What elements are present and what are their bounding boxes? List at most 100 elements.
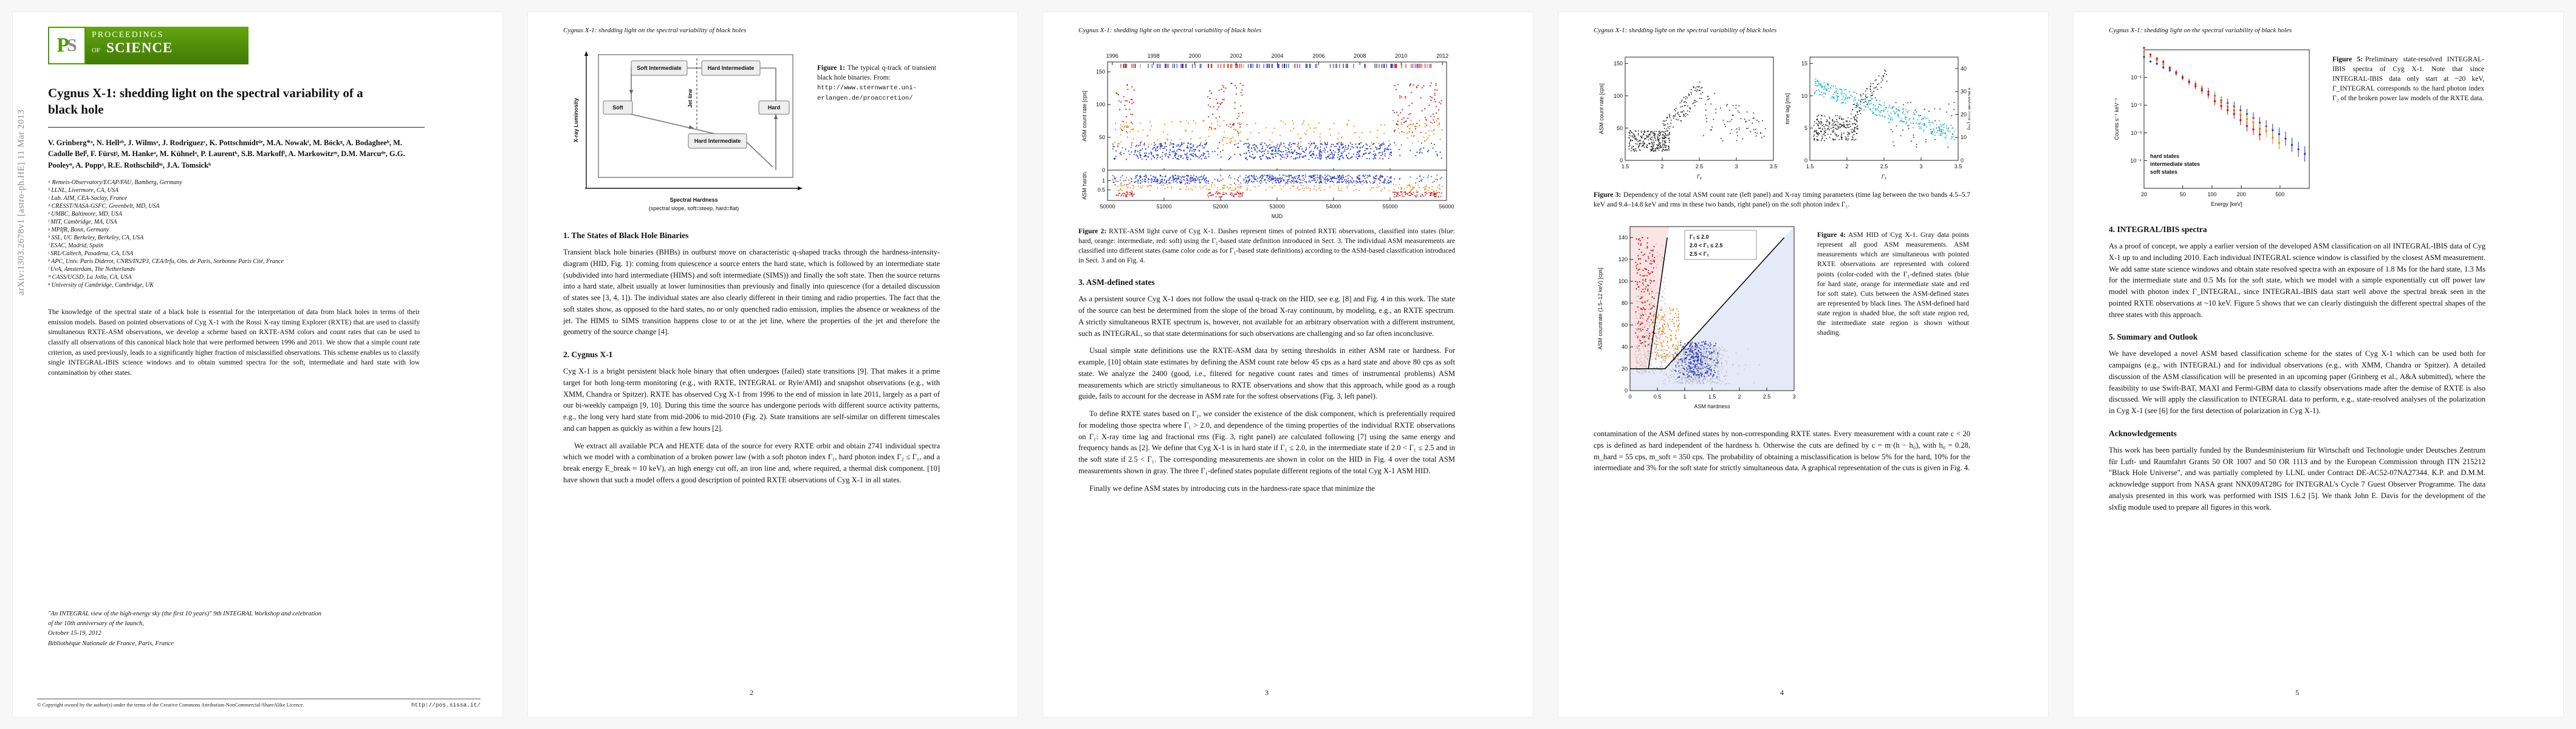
svg-text:2: 2 [1660,163,1663,169]
pos-banner-line3: SCIENCE [106,40,173,55]
pos-logo-p: P [57,34,70,56]
pos-banner-text: PROCEEDINGS OF SCIENCE [86,27,248,64]
svg-text:Hard Intermediate: Hard Intermediate [694,138,741,144]
page-5: Cygnus X-1: shedding light on the spectr… [2073,12,2564,717]
figure-1-caption: Figure 1: The typical q-track of transien… [817,63,936,219]
figure-4-caption: Figure 4: ASM HID of Cyg X-1. Gray data p… [1817,230,1969,419]
section-2-paragraph-2: We extract all available PCA and HEXTE d… [563,441,940,484]
conference-note-line: October 15-19, 2012 [48,630,101,637]
svg-text:53000: 53000 [1269,204,1284,210]
svg-text:ASM count rate [cps]: ASM count rate [cps] [1598,83,1605,134]
svg-text:2008: 2008 [1354,53,1366,59]
svg-text:52000: 52000 [1213,204,1228,210]
section-3-paragraph-1: As a persistent source Cyg X-1 does not … [1078,295,1455,338]
affiliation-item: ⁱ ESAC, Madrid, Spain [48,242,103,249]
svg-text:50: 50 [1099,134,1105,140]
svg-text:100: 100 [1096,101,1105,108]
section-5-paragraph: We have developed a novel ASM based clas… [2109,349,2485,415]
svg-text:0.5: 0.5 [1654,394,1662,400]
svg-text:40: 40 [1961,66,1967,72]
svg-text:0: 0 [1804,157,1807,163]
figure2-asm-lightcurve: 1996 1998 2000 2002 2004 2006 2008 2010 20125000… [1081,53,1454,219]
acknowledgements-title: Acknowledgements [2109,428,2177,438]
section-3-paragraph-2: Usual simple state definitions use the R… [1078,346,1455,401]
figure-1-label: Figure 1: [817,64,845,72]
affiliation-item: ᵏ APC, Univ. Paris Diderot, CNRS/IN2P3, … [48,258,284,265]
svg-text:ASM count rate [cps]: ASM count rate [cps] [1081,91,1088,142]
running-header: Cygnus X-1: shedding light on the spectr… [563,27,747,34]
section-1-paragraph: Transient black hole binaries (BHBs) in … [563,248,940,337]
figure-3-caption-text: Dependency of the total ASM count rate (… [1594,191,1970,209]
svg-text:2006: 2006 [1312,53,1324,59]
svg-text:Γ₁: Γ₁ [1697,174,1702,180]
pos-url-link[interactable]: http://pos.sissa.it/ [411,702,481,708]
section-5-title: 5. Summary and Outlook [2109,332,2198,342]
figure1-qtrack-schematic: X-ray Luminosity Spectral Hardness (spectr… [573,51,803,211]
affiliation-item: ʰ SSL, UC Berkeley, Berkeley, CA, USA [48,234,144,241]
svg-text:56000: 56000 [1439,204,1454,210]
paper-title: Cygnus X-1: shedding light on the spectr… [48,86,363,117]
figure-1-caption-text: The typical q-track of transient black h… [817,64,936,82]
affiliation-item: ᵍ MPIfR, Bonn, Germany [48,226,109,233]
svg-text:(spectral slope, soft=steep, h: (spectral slope, soft=steep, hard=flat) [649,205,739,211]
svg-text:0: 0 [1961,157,1964,163]
svg-text:0.5: 0.5 [1097,187,1105,193]
svg-text:ASM hardness: ASM hardness [1694,403,1730,409]
page-number: 5 [2295,688,2299,697]
svg-text:1: 1 [1102,177,1105,183]
svg-text:50: 50 [1617,125,1623,131]
svg-text:Hard Intermediate: Hard Intermediate [708,65,755,71]
svg-text:20: 20 [1961,111,1967,117]
svg-text:1: 1 [1683,394,1686,400]
figure-1-url-link[interactable]: http://www.sternwarte.uni-erlangen.de/pr… [817,84,917,102]
svg-text:Γ₁: Γ₁ [1882,174,1886,180]
svg-text:55000: 55000 [1382,204,1397,210]
svg-text:0: 0 [1628,394,1631,400]
svg-text:0: 0 [1625,388,1628,394]
figure-4-block: 0 0.5 1 1.5 2 2.5 3 ASM hardness 0 20 40 60 80 100 120… [1594,218,1970,419]
affiliation-item: ˡ UvA, Amsterdam, The Netherlands [48,265,135,273]
svg-text:0: 0 [1102,167,1105,173]
svg-text:1998: 1998 [1148,53,1160,59]
pos-banner-line2: OF [92,47,101,54]
svg-text:fractional rms [%]: fractional rms [%] [1967,87,1970,130]
svg-text:3: 3 [1735,163,1738,169]
affiliation-item: ᵉ UMBC, Baltimore, MD, USA [48,210,122,217]
pos-logo-s: S [67,35,77,55]
svg-text:10: 10 [1961,134,1967,140]
author-list: V. Grinberg*ᵃ, N. Hellᵃᵇ, J. Wilmsᵃ, J. … [48,138,405,170]
affiliation-item: ᶜ Lab. AIM, CEA-Saclay, France [48,194,128,202]
svg-text:2010: 2010 [1395,53,1407,59]
svg-text:2002: 2002 [1230,53,1242,59]
svg-text:15: 15 [1801,61,1807,67]
figure-5-block: 20 50 100 200 500 Energy [keV] 10⁻¹ 10⁻² 10⁻³ 10⁻… [2109,43,2485,213]
figure-2-caption: Figure 2: RXTE-ASM light curve of Cyg X-1… [1078,227,1455,265]
running-header: Cygnus X-1: shedding light on the spectr… [1078,27,1262,34]
svg-text:Soft: Soft [612,104,623,111]
conference-note: "An INTEGRAL view of the high-energy sky… [48,609,420,649]
page-footer: © Copyright owned by the author(s) under… [37,699,481,708]
svg-text:1.5: 1.5 [1806,163,1814,169]
svg-text:120: 120 [1619,256,1628,262]
svg-text:ASM countrate (1.5–12 keV) [cp: ASM countrate (1.5–12 keV) [cps] [1597,268,1603,350]
svg-text:Spectral Hardness: Spectral Hardness [670,197,718,203]
svg-text:MJD: MJD [1272,213,1283,219]
svg-text:2: 2 [1845,163,1848,169]
svg-text:50000: 50000 [1100,204,1115,210]
section-1-title: 1. The States of Black Hole Binaries [563,231,689,240]
affiliation-item: ⁿ University of Cambridge, Cambridge, UK [48,281,154,289]
figure-5-label: Figure 5: [2332,56,2363,63]
svg-text:2004: 2004 [1271,53,1283,59]
conference-note-line: of the 10th anniversary of the launch, [48,620,144,628]
section-4-title: 4. INTEGRAL/IBIS spectra [2109,225,2207,234]
page-number: 2 [750,688,753,697]
svg-text:2: 2 [1738,394,1741,400]
figure-3-label: Figure 3: [1594,191,1622,199]
svg-text:3.5: 3.5 [1954,163,1962,169]
svg-text:ASM hardn.: ASM hardn. [1081,171,1088,200]
conference-note-line: "An INTEGRAL view of the high-energy sky… [48,610,322,617]
running-header: Cygnus X-1: shedding light on the spectr… [2109,27,2292,34]
